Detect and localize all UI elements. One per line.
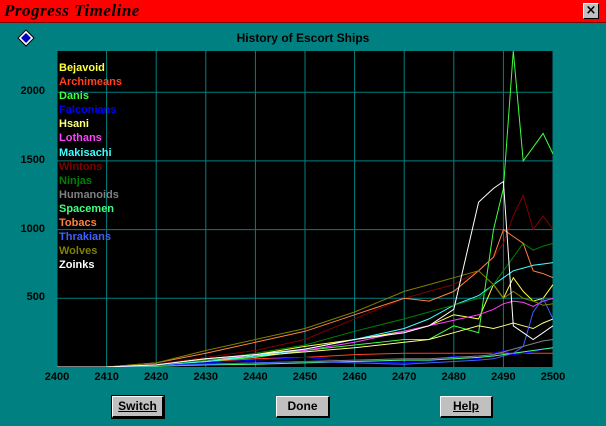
x-tick-label: 2400 <box>44 371 70 383</box>
y-tick-label: 2000 <box>20 85 45 98</box>
legend-item: Archimeans <box>59 76 122 89</box>
window-title: Progress Timeline <box>4 1 140 20</box>
legend-item: Makisachi <box>59 146 112 159</box>
series-line-wintons <box>57 193 553 367</box>
legend-item: Wintons <box>59 160 103 173</box>
series-line-zoinks <box>57 180 553 367</box>
series-line-thrakians <box>57 297 553 367</box>
legend-item: Zoinks <box>59 259 95 272</box>
menu-diamond-icon[interactable] <box>17 29 35 47</box>
chart-svg <box>57 51 553 367</box>
series-line-wolves <box>57 270 553 367</box>
legend-item: Thrakians <box>59 231 111 244</box>
series-line-tobacs <box>57 228 553 367</box>
help-button[interactable]: Help <box>440 396 493 418</box>
y-tick-label: 1500 <box>20 153 45 166</box>
x-tick-label: 2480 <box>441 371 467 383</box>
series-line-makisachi <box>57 262 553 367</box>
x-tick-label: 2500 <box>540 371 566 383</box>
switch-button-label: Switch <box>118 399 157 413</box>
x-tick-label: 2440 <box>243 371 268 383</box>
legend-item: Hsani <box>59 118 89 131</box>
x-tick-label: 2450 <box>292 371 318 383</box>
legend-item: Spacemen <box>59 202 115 215</box>
legend-item: Tobacs <box>59 217 97 230</box>
legend-item: Falconians <box>59 104 117 117</box>
series-line-falconians <box>57 347 553 367</box>
switch-button[interactable]: Switch <box>111 395 165 419</box>
legend-item: Danis <box>59 90 89 103</box>
x-tick-label: 2420 <box>143 371 169 383</box>
x-tick-label: 2470 <box>391 371 417 383</box>
help-button-label: Help <box>452 399 479 413</box>
chart-legend: Bejavoid Archimeans Danis Falconians Hsani Lo… <box>59 61 122 272</box>
legend-item: Wolves <box>59 245 98 258</box>
x-tick-label: 2490 <box>491 371 516 383</box>
chart-title: History of Escort Ships <box>236 31 370 45</box>
x-tick-label: 2410 <box>94 371 119 383</box>
x-tick-label: 2430 <box>193 371 219 383</box>
y-tick-label: 1000 <box>20 222 45 235</box>
legend-item: Bejavoid <box>59 62 105 74</box>
series-line-spacemen <box>57 347 553 367</box>
legend-item: Lothans <box>59 132 102 145</box>
close-button[interactable]: × <box>583 3 599 19</box>
legend-item: Humanoids <box>59 188 119 201</box>
chart-plot-area <box>57 51 553 367</box>
done-button-label: Done <box>287 399 318 413</box>
legend-item: Ninjas <box>59 174 93 187</box>
x-tick-label: 2460 <box>342 371 367 383</box>
series-line-ninjas <box>57 242 553 367</box>
y-tick-label: 500 <box>26 291 45 304</box>
done-button[interactable]: Done <box>276 396 330 418</box>
title-bar[interactable]: Progress Timeline × <box>0 0 606 23</box>
